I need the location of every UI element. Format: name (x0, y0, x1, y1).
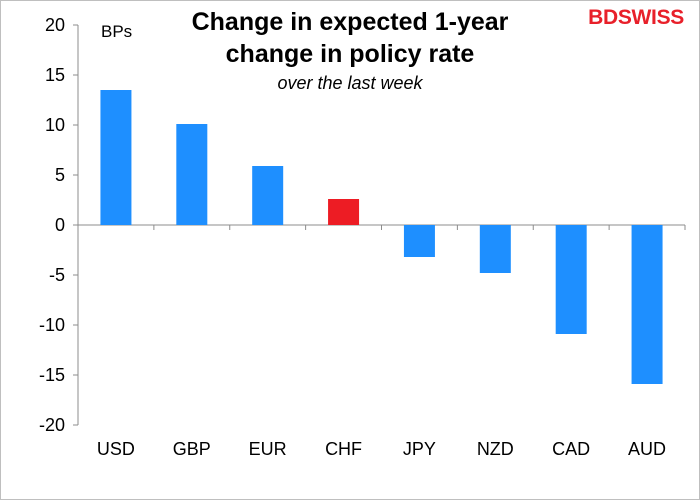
chart-subtitle: over the last week (277, 73, 423, 93)
x-tick-label-chf: CHF (325, 439, 362, 459)
logo-text-bd: BD (588, 6, 618, 29)
x-tick-label-cad: CAD (552, 439, 590, 459)
x-tick-label-aud: AUD (628, 439, 666, 459)
y-tick-label: 0 (55, 215, 65, 235)
bdswiss-logo: BD SWISS (588, 6, 684, 30)
y-axis-unit-label: BPs (101, 22, 133, 41)
x-tick-label-jpy: JPY (403, 439, 436, 459)
x-tick-label-eur: EUR (249, 439, 287, 459)
y-tick-label: -10 (39, 315, 65, 335)
bar-chf (328, 199, 360, 225)
y-tick-label: -5 (49, 265, 65, 285)
bar-usd (100, 90, 132, 225)
y-tick-label: 15 (45, 65, 65, 85)
bar-gbp (176, 124, 208, 225)
bar-nzd (479, 225, 511, 273)
x-tick-label-nzd: NZD (477, 439, 514, 459)
chart-title: Change in expected 1-year change in poli… (191, 8, 509, 68)
y-tick-label: 5 (55, 165, 65, 185)
y-tick-label: 10 (45, 115, 65, 135)
bar-jpy (403, 225, 435, 257)
y-tick-label: 20 (45, 15, 65, 35)
logo-text-swiss: SWISS (617, 6, 684, 29)
x-tick-label-gbp: GBP (173, 439, 211, 459)
bar-eur (252, 166, 284, 225)
x-tick-label-usd: USD (97, 439, 135, 459)
bar-aud (631, 225, 663, 384)
y-tick-label: -15 (39, 365, 65, 385)
bar-cad (555, 225, 587, 334)
y-tick-label: -20 (39, 415, 65, 435)
